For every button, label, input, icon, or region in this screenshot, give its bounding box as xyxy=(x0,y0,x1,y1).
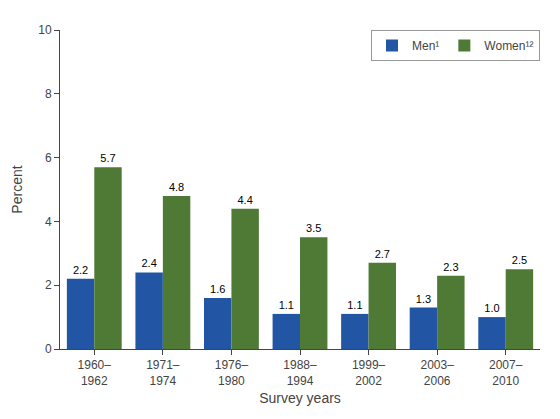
svg-text:0: 0 xyxy=(45,342,52,356)
svg-text:4.4: 4.4 xyxy=(237,194,252,206)
svg-text:5.7: 5.7 xyxy=(100,152,115,164)
svg-text:1.0: 1.0 xyxy=(484,302,499,314)
svg-text:1.1: 1.1 xyxy=(347,299,362,311)
svg-text:1976–1980: 1976–1980 xyxy=(215,358,249,388)
svg-text:2007–2010: 2007–2010 xyxy=(489,358,523,388)
svg-text:2.3: 2.3 xyxy=(443,261,458,273)
svg-text:Women¹²: Women¹² xyxy=(484,39,533,53)
svg-text:2.7: 2.7 xyxy=(375,248,390,260)
svg-text:1988–1994: 1988–1994 xyxy=(283,358,317,388)
svg-text:6: 6 xyxy=(45,151,52,165)
svg-text:2.2: 2.2 xyxy=(73,264,88,276)
svg-text:1971–1974: 1971–1974 xyxy=(146,358,180,388)
svg-text:Survey years: Survey years xyxy=(259,390,341,406)
svg-text:4.8: 4.8 xyxy=(169,181,184,193)
svg-text:2.4: 2.4 xyxy=(141,257,156,269)
svg-text:3.5: 3.5 xyxy=(306,222,321,234)
svg-text:1.1: 1.1 xyxy=(279,299,294,311)
svg-text:1.6: 1.6 xyxy=(210,283,225,295)
svg-text:1999–2002: 1999–2002 xyxy=(352,358,386,388)
svg-text:2: 2 xyxy=(45,278,52,292)
svg-text:1.3: 1.3 xyxy=(416,293,431,305)
svg-text:10: 10 xyxy=(38,23,52,37)
svg-text:Percent: Percent xyxy=(9,165,25,213)
svg-text:8: 8 xyxy=(45,87,52,101)
svg-text:Men¹: Men¹ xyxy=(412,39,439,53)
svg-text:1960–1962: 1960–1962 xyxy=(78,358,112,388)
svg-text:2.5: 2.5 xyxy=(512,254,527,266)
svg-text:2003–2006: 2003–2006 xyxy=(420,358,454,388)
svg-text:4: 4 xyxy=(45,215,52,229)
